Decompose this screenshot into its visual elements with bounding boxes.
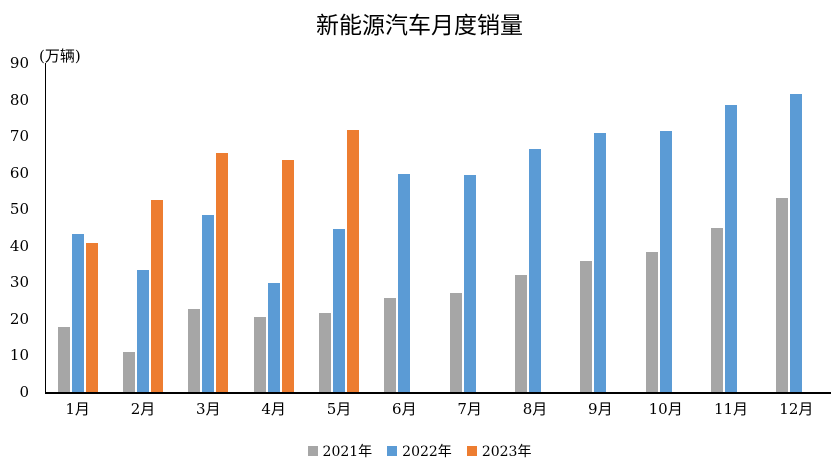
legend-swatch-2021年	[307, 446, 318, 456]
y-axis-tick-label: 30	[9, 273, 29, 292]
legend: 2021年 2022年 2023年	[0, 441, 839, 461]
bar-2021年-9月	[580, 261, 593, 392]
bar-2022年-9月	[594, 133, 607, 392]
bar-2021年-8月	[515, 274, 527, 392]
bar-2022年-10月	[659, 130, 672, 392]
bar-2022年-3月	[202, 215, 215, 392]
x-axis-label: 7月	[457, 400, 482, 418]
bar-2021年-10月	[645, 251, 658, 392]
legend-swatch-2022年	[387, 446, 398, 456]
x-axis-label: 11月	[713, 400, 749, 418]
bar-2022年-6月	[398, 174, 411, 392]
y-axis-tick-label: 10	[9, 346, 29, 365]
y-axis-line	[45, 63, 46, 392]
y-axis-tick-label: 80	[9, 90, 29, 109]
x-axis-line	[45, 392, 831, 394]
bar-2021年-7月	[449, 292, 462, 392]
bar-2021年-11月	[711, 227, 723, 392]
bar-2021年-3月	[188, 309, 201, 392]
bar-2021年-2月	[123, 351, 135, 392]
x-axis-label: 10月	[648, 400, 683, 418]
x-axis-label: 4月	[261, 400, 286, 418]
legend-label-2022年: 2022年	[402, 444, 452, 460]
bar-2022年-4月	[267, 282, 280, 392]
y-axis-tick-label: 20	[9, 309, 29, 328]
bar-2023年-3月	[216, 153, 229, 392]
bar-2022年-1月	[71, 234, 84, 392]
bar-2022年-8月	[529, 148, 541, 392]
chart-title: 新能源汽车月度销量	[316, 13, 523, 39]
y-axis-tick-label: 40	[9, 236, 29, 255]
x-axis-label: 1月	[65, 400, 90, 418]
x-axis-label: 8月	[522, 400, 548, 418]
bar-2021年-1月	[57, 326, 70, 392]
bar-2022年-11月	[725, 104, 737, 392]
x-axis-label: 9月	[588, 400, 613, 418]
x-axis-label: 2月	[130, 400, 156, 418]
x-axis-label: 6月	[392, 400, 417, 418]
legend-label-2021年: 2021年	[322, 444, 373, 460]
bar-2022年-5月	[333, 228, 345, 392]
legend-item-2023年: 2023年	[466, 441, 532, 461]
y-axis-tick-label: 90	[9, 54, 29, 72]
y-axis-tick-label: 50	[9, 200, 29, 219]
legend-label-2023年: 2023年	[481, 444, 532, 460]
y-axis-tick-label: 60	[9, 163, 29, 182]
y-axis-tick-label: 0	[19, 383, 29, 401]
legend-item-2021年: 2021年	[307, 441, 373, 461]
bar-2021年-4月	[253, 316, 266, 392]
y-axis-tick-label: 70	[9, 127, 29, 146]
bar-2021年-12月	[776, 197, 789, 392]
legend-item-2022年: 2022年	[387, 441, 452, 461]
legend-swatch-2023年	[466, 446, 477, 456]
bar-2021年-5月	[319, 312, 331, 392]
bar-2023年-2月	[151, 200, 163, 392]
y-axis-unit-label: (万辆)	[39, 47, 81, 65]
bar-2022年-2月	[137, 269, 149, 392]
bar-2023年-5月	[347, 129, 359, 392]
x-axis-label: 12月	[779, 400, 814, 418]
x-axis-label: 3月	[196, 400, 221, 418]
bar-2023年-1月	[85, 242, 98, 392]
bar-2022年-7月	[463, 175, 476, 392]
x-axis-label: 5月	[326, 400, 352, 418]
bar-2023年-4月	[281, 159, 294, 392]
bar-2022年-12月	[790, 94, 803, 392]
bar-2021年-6月	[384, 298, 397, 392]
